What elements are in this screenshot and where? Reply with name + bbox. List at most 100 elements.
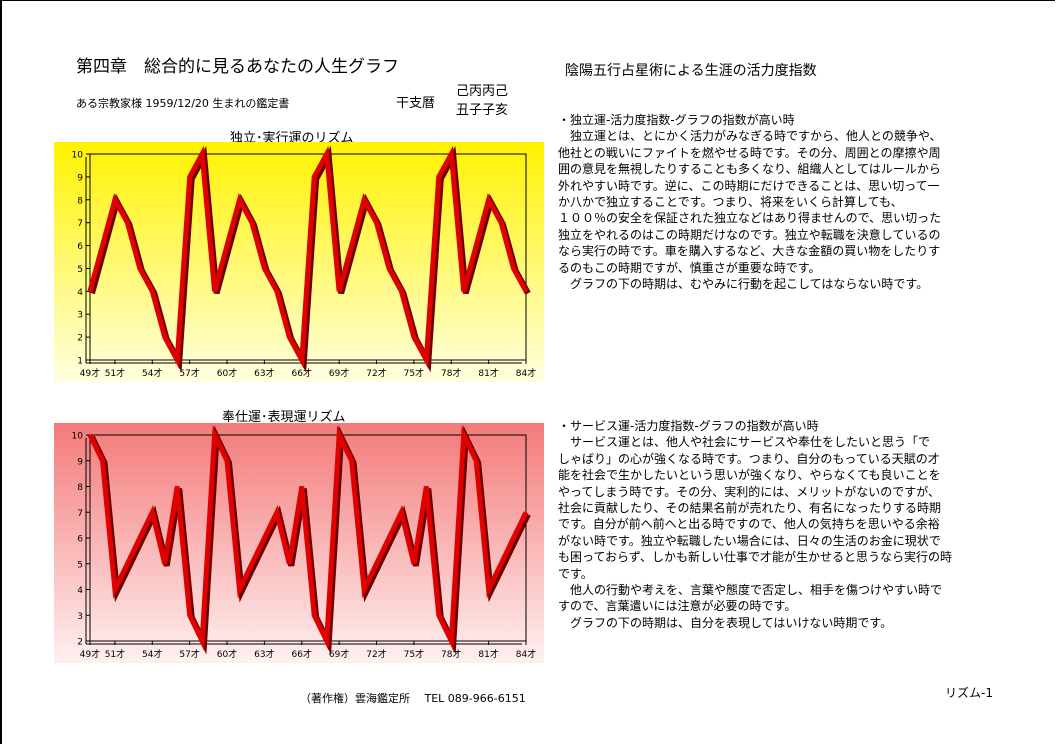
data-point bbox=[163, 562, 166, 565]
x-tick-label: 63才 bbox=[254, 648, 274, 660]
plot-frame bbox=[89, 153, 527, 361]
independence-rhythm-chart: 1 2 3 4 5 6 7 8 9 10 49才 51才 54才 57才 60才 63才 66才 69才 72才 75… bbox=[54, 142, 544, 382]
y-tick-label: 4 bbox=[77, 288, 83, 298]
data-point bbox=[263, 537, 266, 539]
data-point bbox=[176, 359, 178, 361]
x-tick-label: 57才 bbox=[179, 648, 199, 660]
data-point bbox=[213, 290, 216, 293]
description-line: グラフの下の時期は、むやみに行動を起こしてはならない時です。 bbox=[558, 277, 929, 292]
description-line: 独立をやれるのはこの時期だけなのです。独立や転職を決意しているの bbox=[558, 227, 941, 242]
data-point bbox=[251, 221, 253, 224]
data-point bbox=[89, 290, 91, 293]
data-point bbox=[400, 290, 403, 293]
y-tick-label: 9 bbox=[77, 457, 83, 467]
x-tick-label: 78才 bbox=[441, 367, 461, 379]
data-point bbox=[276, 511, 278, 514]
service-description: ・サービス運-活力度指数-グラフの指数が高い時 サービス運とは、他人や社会にサー… bbox=[558, 418, 988, 631]
description-line: グラフの下の時期は、自分を表現してはいけない時期です。 bbox=[558, 615, 893, 630]
x-tick-label: 54才 bbox=[142, 648, 162, 660]
data-point bbox=[388, 537, 390, 539]
data-point bbox=[487, 588, 490, 591]
description-line: です。 bbox=[558, 566, 593, 581]
data-point bbox=[238, 588, 241, 591]
description-line: 他社との戦いにファイトを燃やせる時です。その分、周囲との摩擦や周 bbox=[558, 145, 941, 160]
description-line: 他人の行動や考えを、言葉や態度で否定し、相手を傷つけやすい時で bbox=[558, 583, 943, 598]
description-line: なら実行の時です。車を購入するなど、大きな金額の買い物をしたりす bbox=[558, 244, 941, 259]
data-point bbox=[425, 359, 428, 361]
copyright-footer: （著作権）雲海鑑定所 TEL 089-966-6151 bbox=[300, 692, 526, 705]
data-point bbox=[375, 562, 378, 565]
description-line: か八かで独立することです。つまり、将来をいくら計算しても、 bbox=[558, 195, 903, 210]
y-tick-label: 7 bbox=[77, 509, 83, 519]
x-tick-label: 51才 bbox=[105, 648, 125, 660]
data-point bbox=[350, 459, 353, 462]
data-point bbox=[338, 290, 340, 293]
x-tick-label: 66才 bbox=[292, 367, 312, 379]
service-rhythm-chart: 2 3 4 5 6 7 8 9 10 49才 51才 54才 57才 60才 63才 66才 69才 72才 75才… bbox=[54, 423, 544, 663]
data-point bbox=[363, 198, 365, 201]
x-tick-label: 84才 bbox=[516, 367, 536, 379]
description-line: がない時です。独立や転職したい場合には、日々の生活のお金に現状で bbox=[558, 533, 941, 548]
chart-background bbox=[54, 423, 544, 663]
y-tick-label: 7 bbox=[77, 219, 83, 229]
data-point bbox=[450, 640, 453, 642]
y-tick-label: 5 bbox=[77, 560, 83, 570]
data-point bbox=[288, 336, 291, 338]
data-point bbox=[363, 588, 365, 591]
series-line bbox=[87, 145, 529, 369]
data-point bbox=[300, 485, 303, 488]
data-point bbox=[139, 537, 141, 539]
chart2-title: 奉仕運･表現運リズム bbox=[222, 410, 346, 425]
data-point bbox=[450, 153, 453, 155]
data-point bbox=[300, 359, 303, 361]
series-line bbox=[87, 425, 529, 651]
y-tick-label: 10 bbox=[72, 151, 84, 161]
data-point bbox=[413, 336, 415, 338]
data-point bbox=[475, 244, 477, 247]
data-point bbox=[101, 459, 104, 462]
x-tick-label: 69才 bbox=[329, 367, 349, 379]
data-point bbox=[89, 434, 91, 436]
data-point bbox=[226, 244, 228, 247]
data-point bbox=[500, 562, 502, 565]
y-tick-label: 6 bbox=[77, 242, 83, 252]
description-line: やってしまう時です。その分、実利的には、メリットがないのですが、 bbox=[558, 484, 940, 499]
data-point bbox=[462, 290, 465, 293]
data-point bbox=[313, 176, 316, 178]
data-point bbox=[139, 267, 141, 270]
eto-heavenly-stems: 己丙丙己 bbox=[456, 84, 509, 99]
data-point bbox=[188, 614, 191, 617]
data-point bbox=[525, 290, 527, 293]
description-line: 囲の意見を無視したりすることも多くなり、組織人としてはルールから bbox=[558, 162, 941, 177]
description-line: すので、言葉遣いには注意が必要の時です。 bbox=[558, 599, 797, 614]
data-point bbox=[338, 434, 340, 436]
data-point bbox=[151, 290, 154, 293]
data-point bbox=[114, 588, 116, 591]
data-point bbox=[151, 511, 154, 514]
data-point bbox=[512, 267, 515, 270]
description-line: 能を社会で生かしたいという思いが強くなり、やらなくても良いことを bbox=[558, 468, 941, 483]
description-line: るのもこの時期ですが、慎重さが重要な時です。 bbox=[558, 260, 821, 275]
data-point bbox=[375, 221, 378, 224]
data-point bbox=[413, 562, 415, 565]
x-tick-label: 72才 bbox=[366, 367, 386, 379]
data-point bbox=[388, 267, 390, 270]
y-tick-label: 10 bbox=[72, 432, 84, 442]
description-heading: ・サービス運-活力度指数-グラフの指数が高い時 bbox=[558, 419, 819, 433]
data-point bbox=[313, 614, 316, 617]
data-point bbox=[238, 198, 241, 201]
x-tick-label: 69才 bbox=[329, 648, 349, 660]
data-point bbox=[425, 485, 428, 488]
data-point bbox=[226, 459, 228, 462]
description-line: です。自分が前へ前へと出る時ですので、他人の気持ちを思いやる余裕 bbox=[558, 517, 940, 532]
page-label: リズム-1 bbox=[945, 686, 993, 700]
y-tick-label: 2 bbox=[77, 334, 83, 344]
x-tick-label: 75才 bbox=[404, 367, 424, 379]
description-line: サービス運とは、他人や社会にサービスや奉仕をしたいと思う「で bbox=[558, 435, 931, 450]
data-point bbox=[462, 434, 465, 436]
data-point bbox=[325, 640, 328, 642]
y-tick-label: 4 bbox=[77, 586, 83, 596]
data-point bbox=[114, 198, 116, 201]
description-line: も困っておらず、しかも新しい仕事で才能が生かせると思うなら実行の時 bbox=[558, 550, 952, 565]
description-line: しゃばり」の心が強くなる時です。つまり、自分のもっている天賦の才 bbox=[558, 451, 940, 466]
